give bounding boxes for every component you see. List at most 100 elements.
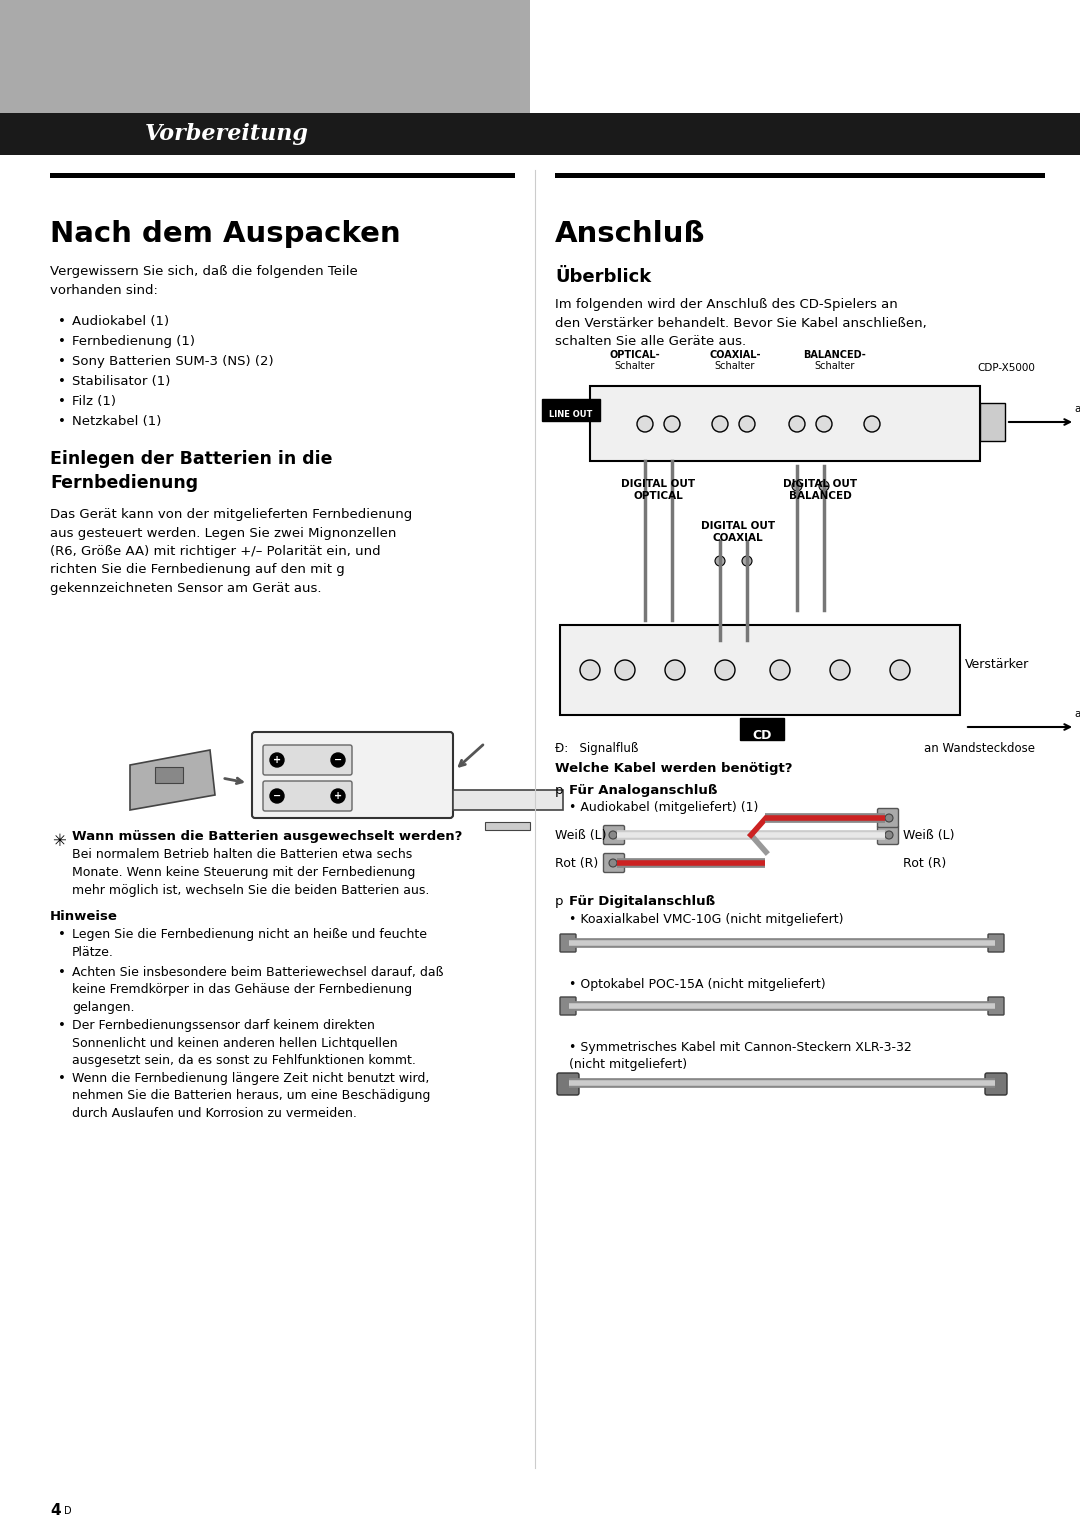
Text: Weiß (L): Weiß (L) [903, 828, 955, 842]
Circle shape [609, 859, 617, 866]
FancyBboxPatch shape [252, 732, 453, 817]
Text: +: + [334, 792, 342, 801]
Text: Legen Sie die Fernbedienung nicht an heiße und feuchte
Plätze.: Legen Sie die Fernbedienung nicht an hei… [72, 927, 427, 958]
Circle shape [330, 788, 345, 804]
Text: Achten Sie insbesondere beim Batteriewechsel darauf, daß
keine Fremdkörper in da: Achten Sie insbesondere beim Batteriewec… [72, 966, 444, 1015]
Text: •: • [58, 354, 66, 368]
FancyBboxPatch shape [264, 781, 352, 811]
Text: Für Analoganschluß: Für Analoganschluß [569, 784, 717, 798]
Text: BALANCED-: BALANCED- [804, 350, 866, 361]
Bar [740, 718, 784, 740]
Text: •: • [58, 374, 66, 388]
Bar [555, 173, 1045, 177]
Text: Verstärker: Verstärker [966, 659, 1029, 671]
Text: •: • [58, 927, 66, 941]
FancyBboxPatch shape [877, 808, 899, 828]
Text: •: • [58, 315, 66, 329]
Text: 4: 4 [50, 1504, 60, 1517]
Text: CD: CD [753, 729, 772, 743]
Circle shape [792, 481, 802, 490]
Text: an Wandsteckdose: an Wandsteckdose [924, 743, 1035, 755]
Bar [0, 0, 530, 115]
Text: Schalter: Schalter [814, 361, 855, 371]
Bar [485, 822, 530, 830]
Text: Audiokabel (1): Audiokabel (1) [72, 315, 170, 329]
Text: +: + [273, 755, 281, 766]
Text: −: − [273, 792, 281, 801]
Text: • Audiokabel (mitgeliefert) (1): • Audiokabel (mitgeliefert) (1) [569, 801, 758, 814]
Text: DIGITAL OUT: DIGITAL OUT [701, 521, 775, 532]
Text: Welche Kabel werden benötigt?: Welche Kabel werden benötigt? [555, 762, 793, 775]
Polygon shape [130, 750, 215, 810]
Bar [980, 403, 1005, 442]
Text: COAXIAL-: COAXIAL- [710, 350, 760, 361]
Circle shape [831, 660, 850, 680]
Circle shape [885, 814, 893, 822]
Circle shape [270, 753, 284, 767]
Text: •: • [58, 1019, 66, 1031]
Text: Sony Batterien SUM-3 (NS) (2): Sony Batterien SUM-3 (NS) (2) [72, 354, 273, 368]
Text: −: − [334, 755, 342, 766]
Circle shape [715, 660, 735, 680]
Text: D: D [64, 1507, 71, 1516]
Text: Das Gerät kann von der mitgelieferten Fernbedienung
aus gesteuert werden. Legen : Das Gerät kann von der mitgelieferten Fe… [50, 507, 413, 594]
Text: Nach dem Auspacken: Nach dem Auspacken [50, 220, 401, 248]
Text: •: • [58, 966, 66, 979]
Circle shape [739, 416, 755, 432]
Text: •: • [58, 1073, 66, 1085]
Text: Filz (1): Filz (1) [72, 396, 116, 408]
Text: Vorbereitung: Vorbereitung [145, 122, 309, 145]
Text: •: • [58, 335, 66, 348]
Text: Überblick: Überblick [555, 267, 651, 286]
Circle shape [270, 788, 284, 804]
Bar [156, 767, 183, 782]
FancyBboxPatch shape [988, 996, 1004, 1015]
Text: Weiß (L): Weiß (L) [555, 828, 607, 842]
Circle shape [890, 660, 910, 680]
Text: ✳: ✳ [52, 833, 66, 850]
Text: Stabilisator (1): Stabilisator (1) [72, 374, 171, 388]
Circle shape [665, 660, 685, 680]
Text: Im folgenden wird der Anschluß des CD-Spielers an
den Verstärker behandelt. Bevo: Im folgenden wird der Anschluß des CD-Sp… [555, 298, 927, 348]
Text: Einlegen der Batterien in die
Fernbedienung: Einlegen der Batterien in die Fernbedien… [50, 451, 333, 492]
FancyBboxPatch shape [985, 1073, 1007, 1096]
Bar [453, 790, 563, 810]
Text: Für Digitalanschluß: Für Digitalanschluß [569, 895, 715, 908]
Circle shape [664, 416, 680, 432]
Text: Schalter: Schalter [715, 361, 755, 371]
Text: Ð:   Signalfluß: Ð: Signalfluß [555, 743, 638, 755]
Text: Wenn die Fernbedienung längere Zeit nicht benutzt wird,
nehmen Sie die Batterien: Wenn die Fernbedienung längere Zeit nich… [72, 1073, 430, 1120]
FancyBboxPatch shape [561, 934, 576, 952]
Circle shape [715, 556, 725, 565]
Text: OPTICAL: OPTICAL [633, 490, 683, 501]
Circle shape [864, 416, 880, 432]
FancyBboxPatch shape [557, 1073, 579, 1096]
Text: Wann müssen die Batterien ausgewechselt werden?: Wann müssen die Batterien ausgewechselt … [72, 830, 462, 843]
Circle shape [742, 556, 752, 565]
Text: OPTICAL-: OPTICAL- [610, 350, 660, 361]
Bar [590, 387, 980, 461]
Circle shape [816, 416, 832, 432]
Text: • Optokabel POC-15A (nicht mitgeliefert): • Optokabel POC-15A (nicht mitgeliefert) [569, 978, 825, 992]
Text: LINE OUT: LINE OUT [550, 410, 593, 419]
Circle shape [789, 416, 805, 432]
Text: •: • [58, 416, 66, 428]
FancyBboxPatch shape [264, 746, 352, 775]
Text: • Symmetrisches Kabel mit Cannon-Steckern XLR-3-32
(nicht mitgeliefert): • Symmetrisches Kabel mit Cannon-Stecker… [569, 1041, 912, 1071]
Text: p: p [555, 784, 564, 798]
Text: Der Fernbedienungssensor darf keinem direkten
Sonnenlicht und keinen anderen hel: Der Fernbedienungssensor darf keinem dir… [72, 1019, 416, 1067]
Circle shape [770, 660, 789, 680]
Bar [50, 173, 515, 177]
Bar [0, 113, 1080, 154]
FancyBboxPatch shape [604, 854, 624, 872]
Circle shape [885, 831, 893, 839]
FancyBboxPatch shape [877, 825, 899, 845]
Text: Netzkabel (1): Netzkabel (1) [72, 416, 161, 428]
Text: CDP-X5000: CDP-X5000 [977, 364, 1035, 373]
Text: Fernbedienung (1): Fernbedienung (1) [72, 335, 195, 348]
Text: Rot (R): Rot (R) [555, 857, 598, 869]
Text: Schalter: Schalter [615, 361, 656, 371]
Circle shape [609, 831, 617, 839]
Text: • Koaxialkabel VMC-10G (nicht mitgeliefert): • Koaxialkabel VMC-10G (nicht mitgeliefe… [569, 914, 843, 926]
Text: DIGITAL OUT: DIGITAL OUT [783, 478, 858, 489]
